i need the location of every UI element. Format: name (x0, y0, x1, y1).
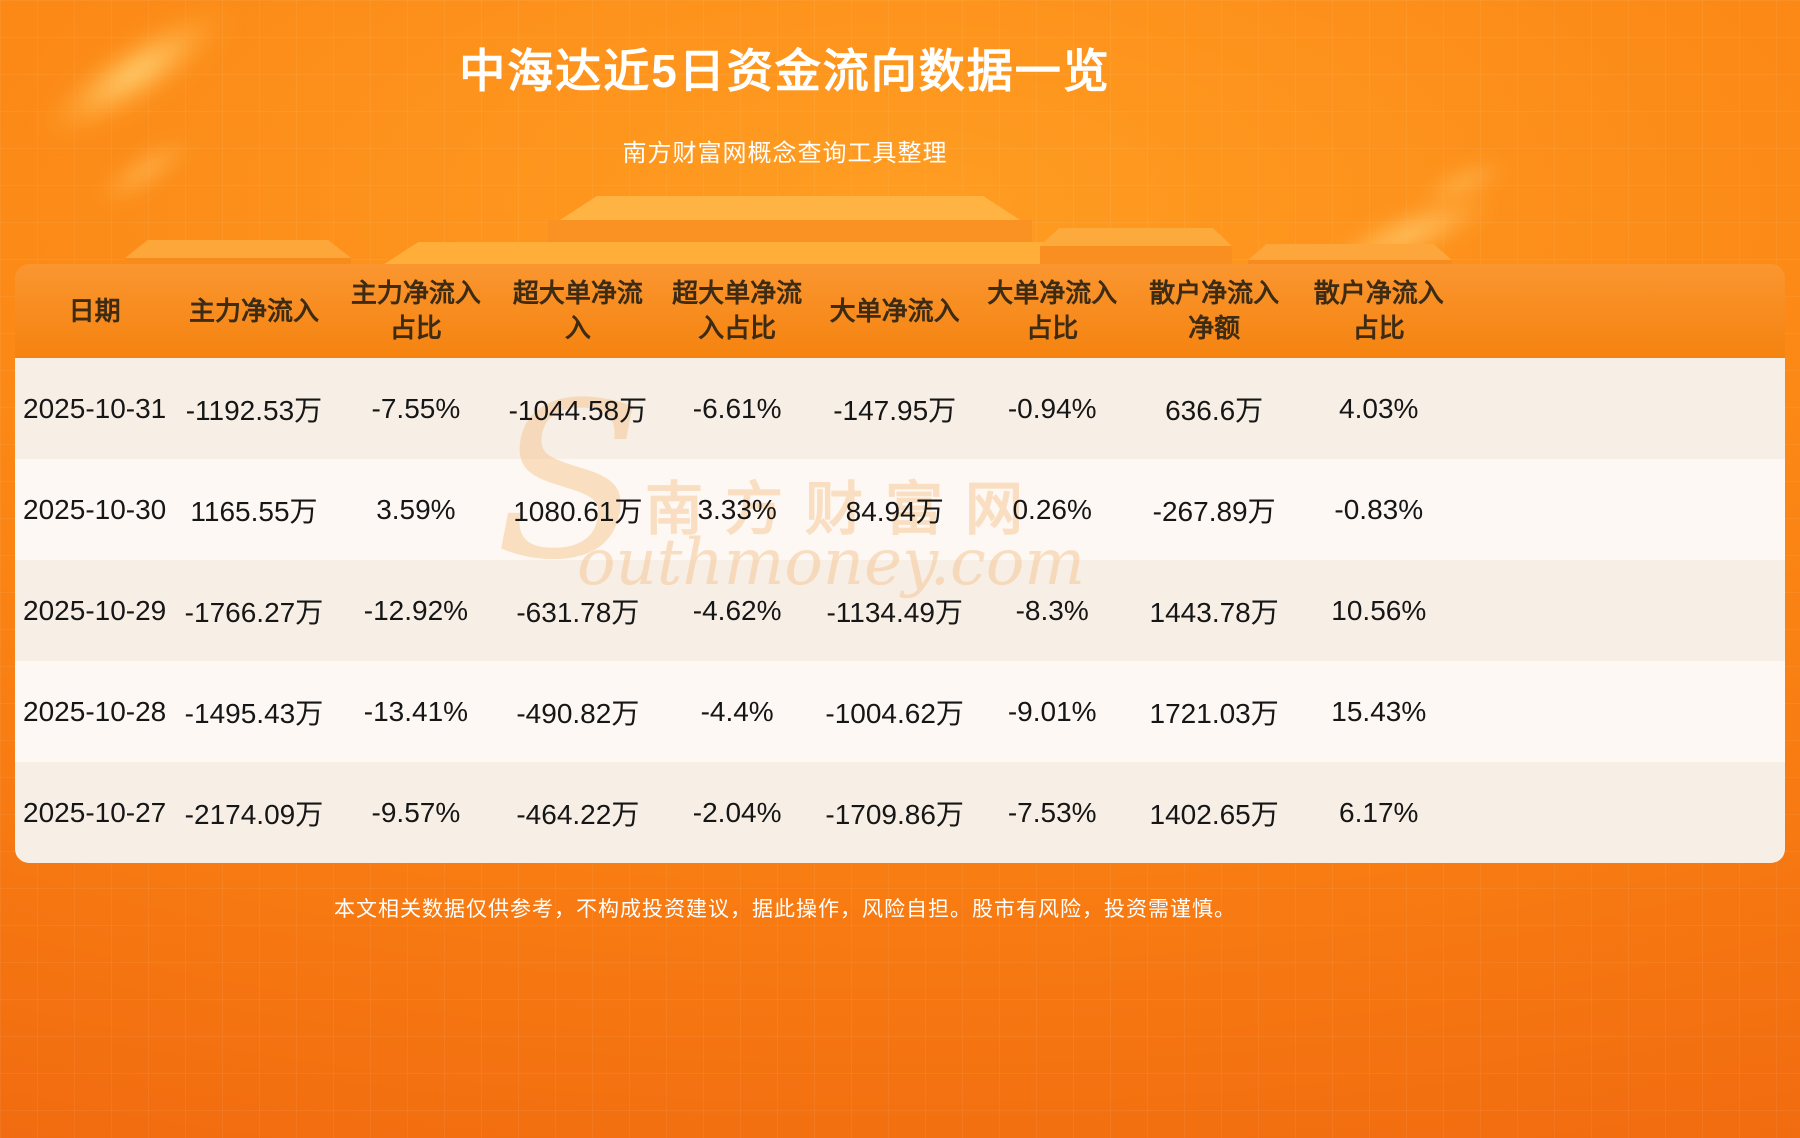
table-header-row: 日期 主力净流入 主力净流入 占比 超大单净流 入 超大单净流 入占比 大单净流… (15, 264, 1785, 359)
podium-decoration (1248, 244, 1452, 260)
table-cell: -4.62% (692, 594, 782, 626)
table-cell: -12.92% (363, 594, 469, 626)
column-header-main-net-inflow: 主力净流入 (188, 295, 319, 326)
podium-decoration (1040, 246, 1232, 308)
table-cell: -0.83% (1334, 493, 1424, 525)
page-title: 中海达近5日资金流向数据一览 (459, 45, 1111, 97)
table-cell: 2025-10-29 (23, 594, 167, 626)
table-cell: -13.41% (363, 695, 469, 727)
spacer-cell (1461, 264, 1785, 358)
table-cell: -1134.49万 (826, 596, 963, 628)
table-cell: -1044.58万 (508, 394, 648, 426)
spacer-cell (1461, 358, 1785, 459)
podium-decoration (1040, 228, 1232, 246)
fund-flow-table: S 南方财富网 outhmoney.com 日期 主力净流入 主力净流入 占比 (15, 264, 1785, 864)
table-cell: 1080.61万 (513, 495, 643, 527)
table-cell: -1495.43万 (184, 697, 324, 729)
column-header-retail-net-inflow: 散户净流入 净额 (1149, 278, 1280, 344)
spacer-cell (1461, 762, 1785, 863)
table-cell: -2.04% (692, 796, 782, 828)
table-cell: 84.94万 (845, 495, 944, 527)
table-cell: -147.95万 (833, 394, 957, 426)
table-cell: -0.94% (1007, 392, 1097, 424)
disclaimer-text: 本文相关数据仅供参考，不构成投资建议，据此操作，风险自担。股市有风险，投资需谨慎… (334, 898, 1236, 922)
table-cell: -490.82万 (516, 697, 640, 729)
table-cell: -267.89万 (1152, 495, 1276, 527)
table-cell: 3.59% (376, 493, 456, 525)
table-cell: 1443.78万 (1149, 596, 1279, 628)
table-cell: -2174.09万 (184, 798, 324, 830)
table-row: 2025-10-29 -1766.27万 -12.92% -631.78万 -4… (15, 560, 1785, 662)
table-cell: -6.61% (692, 392, 782, 424)
spacer-cell (1461, 459, 1785, 560)
spacer-cell (1461, 661, 1785, 762)
column-header-xl-order-net-inflow: 超大单净流 入 (512, 278, 643, 344)
table-cell: -4.4% (700, 695, 774, 727)
table-cell: 1165.55万 (190, 495, 318, 527)
table-cell: -1709.86万 (825, 798, 964, 830)
table-cell: 10.56% (1331, 594, 1427, 626)
podium-decoration (548, 220, 1032, 242)
podium-decoration (125, 240, 351, 258)
column-header-date: 日期 (68, 295, 121, 326)
table-cell: 0.26% (1012, 493, 1092, 525)
table-cell: 636.6万 (1165, 394, 1264, 426)
table-cell: -1766.27万 (184, 596, 324, 628)
table-cell: 2025-10-28 (23, 695, 167, 727)
table-row: 2025-10-30 1165.55万 3.59% 1080.61万 3.33%… (15, 459, 1785, 561)
table-cell: 3.33% (697, 493, 777, 525)
podium-decoration (125, 258, 351, 308)
podium-decoration (1248, 260, 1452, 308)
table-cell: 2025-10-31 (23, 392, 167, 424)
table-cell: 2025-10-30 (23, 493, 167, 525)
table-cell: -7.53% (1007, 796, 1097, 828)
table-cell: 1721.03万 (1149, 697, 1279, 729)
table-cell: 1402.65万 (1149, 798, 1279, 830)
column-header-main-net-ratio: 主力净流入 占比 (350, 278, 481, 344)
table-row: 2025-10-28 -1495.43万 -13.41% -490.82万 -4… (15, 661, 1785, 763)
table-cell: -464.22万 (516, 798, 640, 830)
table-cell: -9.01% (1007, 695, 1097, 727)
table-cell: -1192.53万 (185, 394, 323, 426)
page-subtitle: 南方财富网概念查询工具整理 (622, 140, 948, 168)
table-cell: -9.57% (371, 796, 461, 828)
podium-decoration (560, 196, 1020, 220)
table-cell: 15.43% (1331, 695, 1427, 727)
table-cell: -7.55% (371, 392, 461, 424)
table-cell: 4.03% (1339, 392, 1419, 424)
column-header-lg-order-net-ratio: 大单净流入 占比 (987, 278, 1118, 344)
table-cell: -1004.62万 (825, 697, 964, 729)
table-cell: 6.17% (1339, 796, 1419, 828)
table-row: 2025-10-31 -1192.53万 -7.55% -1044.58万 -6… (15, 358, 1785, 460)
table-cell: -631.78万 (516, 596, 640, 628)
table-cell: -8.3% (1015, 594, 1089, 626)
data-table: 日期 主力净流入 主力净流入 占比 超大单净流 入 超大单净流 入占比 大单净流… (15, 264, 1785, 864)
table-row: 2025-10-27 -2174.09万 -9.57% -464.22万 -2.… (15, 762, 1785, 864)
column-header-retail-net-ratio: 散户净流入 占比 (1313, 278, 1444, 344)
spacer-cell (1461, 560, 1785, 661)
column-header-xl-order-net-ratio: 超大单净流 入占比 (672, 278, 803, 344)
column-header-lg-order-net-inflow: 大单净流入 (829, 295, 960, 326)
table-cell: 2025-10-27 (23, 796, 167, 828)
